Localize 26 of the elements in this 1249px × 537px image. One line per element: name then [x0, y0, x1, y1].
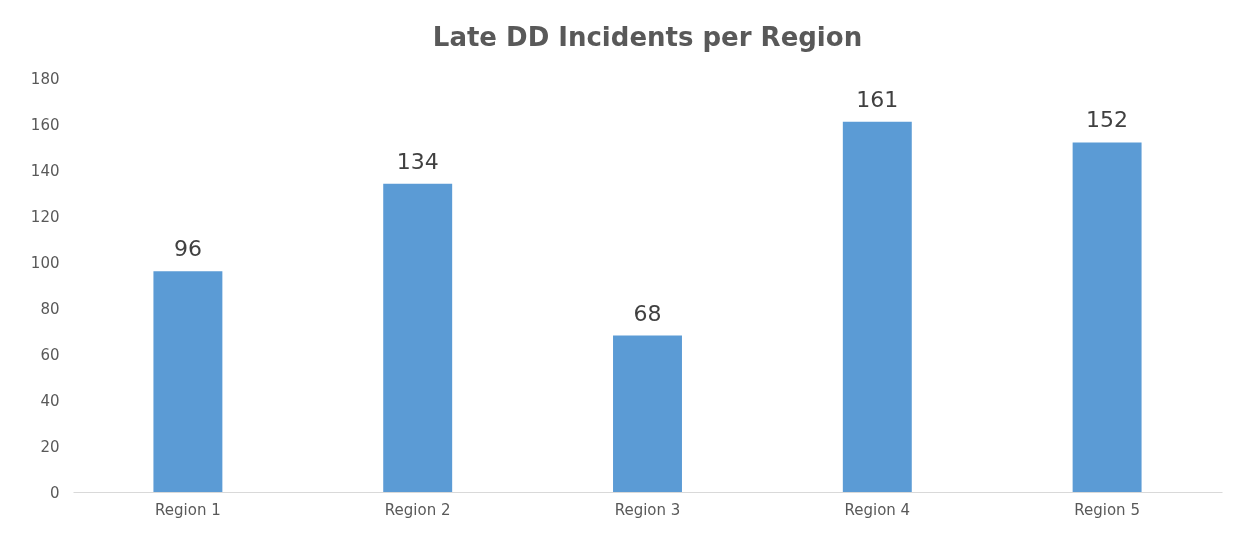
data-label: 96 [173, 236, 202, 262]
y-tick-label: 140 [30, 161, 60, 180]
data-label: 134 [396, 148, 439, 174]
x-tick-label: Region 1 [155, 500, 221, 519]
bar [383, 183, 453, 492]
y-tick-label: 100 [30, 253, 60, 272]
y-tick-label: 20 [40, 437, 60, 456]
x-tick-label: Region 4 [844, 500, 911, 519]
bar [842, 121, 912, 492]
chart-title: Late DD Incidents per Region [432, 22, 863, 52]
y-tick-label: 180 [30, 69, 60, 88]
data-label: 161 [856, 86, 899, 112]
data-label: 152 [1086, 107, 1129, 133]
y-tick-label: 160 [30, 115, 60, 134]
y-tick-label: 80 [40, 299, 60, 318]
y-tick-label: 120 [30, 207, 60, 226]
y-tick-label: 0 [49, 483, 60, 502]
bar [613, 335, 682, 492]
x-tick-label: Region 5 [1074, 500, 1140, 519]
x-tick-label: Region 2 [384, 500, 451, 519]
data-label: 68 [633, 300, 662, 326]
bar [153, 271, 223, 492]
y-tick-label: 60 [40, 345, 60, 364]
x-tick-label: Region 3 [614, 500, 681, 519]
bar [1072, 142, 1142, 492]
y-tick-label: 40 [40, 391, 60, 410]
